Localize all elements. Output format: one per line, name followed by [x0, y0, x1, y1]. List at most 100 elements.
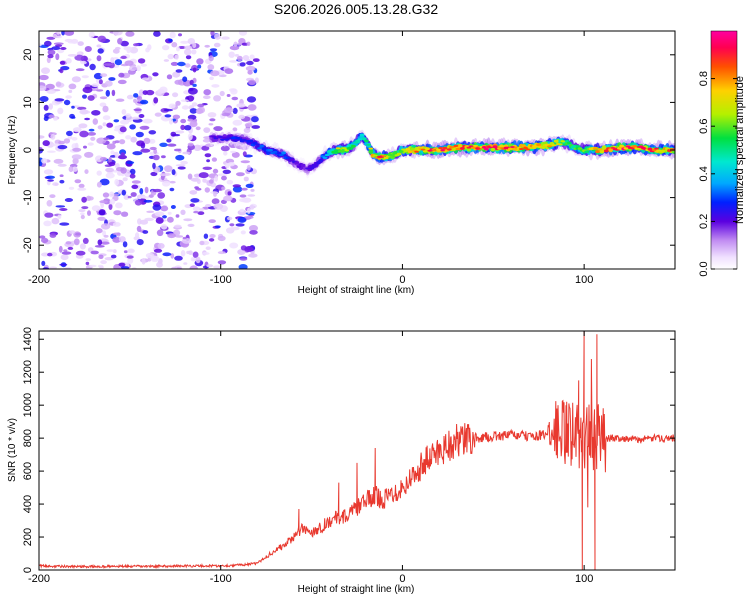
noise-blob — [80, 212, 85, 216]
ridge-segment — [381, 154, 387, 157]
noise-blob — [136, 140, 146, 147]
noise-blob — [232, 107, 238, 114]
noise-blob — [97, 48, 104, 54]
noise-blob — [53, 158, 64, 164]
noise-blob — [113, 119, 120, 123]
noise-blob — [192, 206, 201, 211]
noise-blob — [254, 77, 259, 84]
ridge-segment — [547, 145, 552, 148]
noise-blob — [183, 218, 193, 222]
noise-blob — [61, 251, 72, 255]
noise-blob — [180, 209, 186, 215]
noise-blob — [226, 179, 234, 185]
noise-blob — [247, 194, 256, 197]
noise-blob — [91, 205, 101, 212]
noise-blob — [229, 88, 237, 92]
noise-blob — [202, 138, 211, 143]
noise-blob — [144, 217, 154, 222]
noise-blob — [108, 191, 115, 198]
noise-blob — [100, 241, 110, 245]
noise-blob — [133, 93, 139, 98]
noise-blob — [71, 166, 78, 172]
noise-blob — [231, 96, 239, 101]
colorbar-tick-label: 0.4 — [698, 166, 710, 181]
noise-blob — [149, 146, 157, 151]
noise-blob — [156, 229, 164, 237]
noise-blob — [203, 233, 209, 239]
ridge-segment — [508, 147, 513, 151]
noise-blob — [131, 180, 141, 184]
noise-blob — [164, 114, 172, 118]
noise-blob — [139, 125, 150, 130]
noise-blob — [168, 103, 176, 109]
ridge-segment — [403, 150, 409, 152]
noise-blob — [152, 72, 159, 77]
noise-blob — [56, 31, 61, 35]
noise-blob — [160, 224, 168, 230]
noise-blob — [174, 224, 182, 228]
noise-blob — [245, 183, 254, 188]
noise-blob — [46, 200, 53, 207]
noise-blob — [41, 158, 48, 164]
noise-blob — [223, 151, 228, 156]
ridge-segment — [490, 147, 496, 152]
noise-blob — [189, 203, 195, 207]
colorbar-label: Normalized spectral amplitude — [734, 76, 746, 224]
noise-blob — [249, 230, 258, 235]
noise-blob — [248, 253, 258, 258]
noise-blob — [49, 233, 57, 238]
noise-blob — [58, 140, 65, 145]
ridge-segment — [211, 135, 217, 138]
noise-blob — [180, 118, 187, 124]
noise-blob — [113, 210, 122, 216]
noise-blob — [99, 178, 110, 186]
noise-blob — [233, 41, 238, 47]
noise-blob — [163, 59, 170, 62]
noise-blob — [218, 173, 228, 177]
noise-blob — [43, 220, 52, 227]
noise-blob — [97, 216, 106, 221]
noise-blob — [67, 54, 78, 57]
noise-blob — [175, 214, 180, 218]
noise-blob — [127, 257, 134, 265]
noise-blob — [65, 95, 72, 99]
noise-blob — [140, 148, 151, 153]
ridge-segment — [510, 146, 515, 148]
noise-blob — [211, 198, 220, 205]
noise-blob — [74, 179, 82, 184]
noise-blob — [232, 119, 243, 126]
noise-blob — [246, 207, 251, 214]
noise-blob — [81, 196, 87, 203]
noise-blob — [129, 168, 136, 175]
noise-blob — [108, 77, 116, 81]
noise-blob — [125, 135, 132, 140]
noise-blob — [192, 67, 197, 73]
noise-blob — [67, 246, 74, 250]
noise-blob — [238, 264, 248, 269]
noise-blob — [85, 258, 91, 262]
noise-blob — [91, 110, 101, 116]
noise-blob — [120, 167, 127, 174]
ridge-segment — [322, 156, 328, 159]
noise-blob — [39, 85, 47, 91]
noise-blob — [212, 168, 219, 174]
noise-blob — [236, 172, 245, 177]
noise-blob — [46, 89, 56, 94]
noise-blob — [198, 172, 209, 179]
noise-blob — [71, 137, 78, 141]
ridge-segment — [414, 150, 419, 153]
noise-blob — [239, 62, 246, 67]
noise-blob — [145, 89, 155, 96]
noise-blob — [138, 114, 145, 118]
noise-blob — [187, 118, 194, 122]
noise-blob — [190, 198, 200, 203]
noise-blob — [143, 137, 151, 145]
noise-blob — [81, 75, 89, 79]
noise-blob — [129, 124, 136, 130]
noise-blob — [228, 51, 235, 58]
noise-blob — [187, 173, 193, 180]
noise-blob — [65, 58, 72, 64]
ridge-segment — [237, 138, 243, 141]
noise-blob — [189, 108, 198, 114]
noise-blob — [250, 188, 255, 192]
